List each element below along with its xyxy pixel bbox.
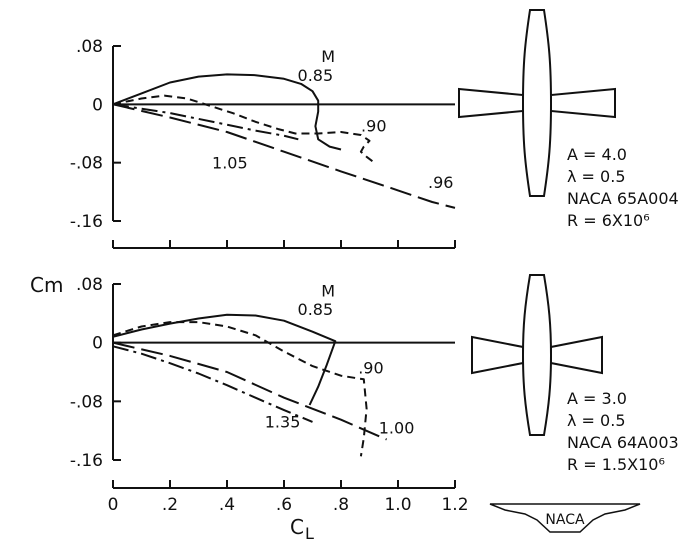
naca-logo: NACA	[489, 503, 641, 533]
bottom-panel: .08 0 -.08 -.16 0 .2 .4 .6 .8 1.0 1.2 0.85 .90 1.00 1.…	[70, 275, 679, 515]
x-tick-label: 1.0	[384, 495, 411, 515]
y-tick-label: -.08	[70, 392, 103, 412]
y-tick-label: -.16	[70, 451, 103, 471]
config-note: A = 4.0	[567, 145, 627, 164]
series-line-1p00	[112, 341, 387, 441]
mach-label: M	[321, 281, 335, 300]
config-note: λ = 0.5	[567, 411, 626, 430]
config-note: R = 1.5X10⁶	[567, 455, 665, 474]
y-tick-label: -.16	[70, 212, 103, 232]
x-axis-title-subscript: L	[305, 524, 314, 543]
series-line-1p35	[112, 345, 313, 423]
series-label: 0.85	[298, 66, 334, 85]
series-line-p90	[112, 94, 374, 162]
series-line-p90	[112, 321, 368, 457]
wing-planform-bottom	[471, 274, 603, 436]
top-panel: .08 0 -.08 -.16 0.85 .90 .96 1.05 M A = 4.0 λ = 0.…	[70, 37, 679, 249]
series-label: .90	[361, 116, 386, 135]
y-tick-label: 0	[92, 95, 103, 115]
series-label: .90	[358, 358, 383, 377]
series-line-0p85	[112, 73, 342, 151]
series-label: 1.35	[265, 413, 301, 432]
config-note: λ = 0.5	[567, 167, 626, 186]
x-tick-label: 1.2	[441, 495, 468, 515]
x-tick-label: .6	[276, 495, 292, 515]
wing-planform-top	[458, 9, 616, 197]
svg-text:NACA: NACA	[545, 512, 585, 528]
series-label: 1.05	[212, 154, 248, 173]
series-label: 1.00	[379, 419, 415, 438]
y-tick-label: .08	[76, 37, 103, 57]
y-tick-label: -.08	[70, 154, 103, 174]
config-note: NACA 64A003	[567, 433, 679, 452]
config-note: R = 6X10⁶	[567, 211, 650, 230]
x-tick-label: .8	[333, 495, 349, 515]
x-tick-label: .2	[162, 495, 178, 515]
series-line-p96	[112, 103, 456, 209]
y-axis-title: Cm	[30, 273, 63, 297]
series-label: .96	[428, 173, 453, 192]
series-label: 0.85	[298, 300, 334, 319]
x-tick-label: .4	[219, 495, 235, 515]
mach-label: M	[321, 47, 335, 66]
config-note: A = 3.0	[567, 389, 627, 408]
config-note: NACA 65A004	[567, 189, 679, 208]
series-line-0p85	[112, 313, 337, 406]
y-tick-label: 0	[92, 334, 103, 354]
x-tick-label: 0	[108, 495, 119, 515]
series-line-1p05	[112, 103, 299, 141]
x-axis-title: C	[290, 515, 304, 539]
y-tick-label: .08	[76, 275, 103, 295]
